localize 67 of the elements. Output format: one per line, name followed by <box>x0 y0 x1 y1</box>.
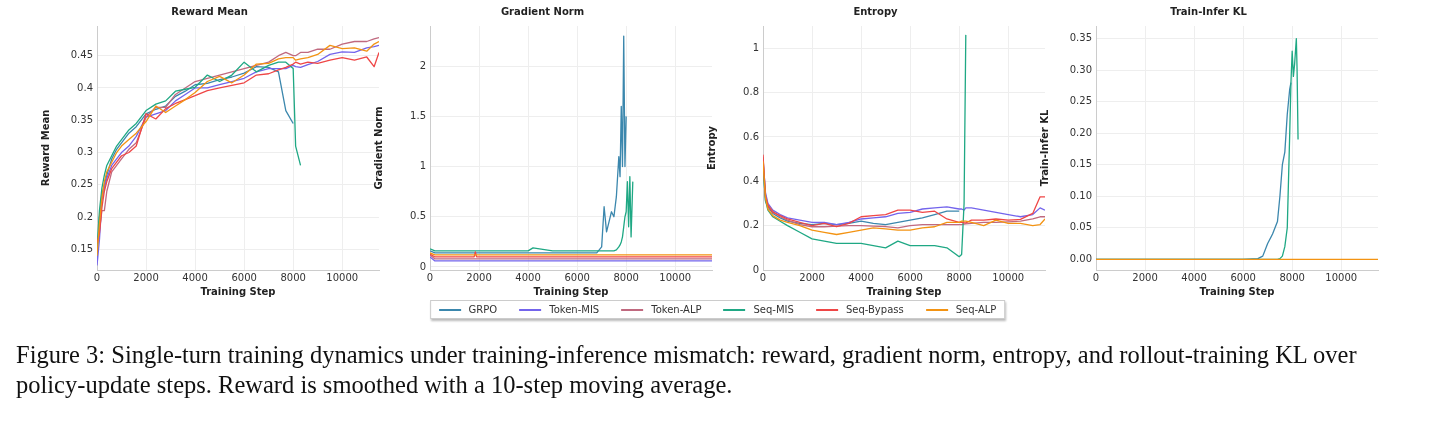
y-tick-label: 0.25 <box>1069 95 1092 107</box>
y-tick-label: 1.5 <box>410 109 426 121</box>
x-tick-label: 8000 <box>946 271 972 283</box>
y-tick-label: 0.35 <box>70 113 93 125</box>
y-tick-label: 0 <box>752 263 759 275</box>
x-tick-label: 0 <box>93 271 101 283</box>
x-tick-label: 6000 <box>897 271 923 283</box>
x-tick-label: 4000 <box>182 271 208 283</box>
y-tick-label: 0.4 <box>77 81 93 93</box>
y-tick-label: 0.15 <box>1069 158 1092 170</box>
y-tick-label: 0.20 <box>1069 126 1092 138</box>
y-tick-label: 0 <box>419 260 426 272</box>
x-tick-label: 10000 <box>1325 271 1358 283</box>
y-tick-label: 0.3 <box>77 146 93 158</box>
x-axis-title: Training Step <box>533 285 609 297</box>
chart-title: Reward Mean <box>171 5 248 17</box>
legend-label: Token-ALP <box>651 304 702 315</box>
x-tick-label: 10000 <box>326 271 359 283</box>
y-tick-label: 2 <box>419 59 426 71</box>
x-tick-label: 6000 <box>1230 271 1256 283</box>
caption: Figure 3: Single-turn training dynamics under training-inference mismatch: reward, gradient norm, entropy, and rollout-training KL over policy-update steps. Reward is smoothed with a 10-step moving average. <box>16 340 1358 400</box>
y-tick-label: 0.45 <box>70 49 93 61</box>
x-tick-label: 8000 <box>1279 271 1305 283</box>
x-tick-label: 2000 <box>1132 271 1158 283</box>
x-tick-label: 4000 <box>1181 271 1207 283</box>
x-tick-label: 6000 <box>231 271 257 283</box>
x-axis-title: Training Step <box>1199 285 1275 297</box>
x-tick-label: 10000 <box>992 271 1025 283</box>
y-tick-label: 0.5 <box>410 210 426 222</box>
y-tick-label: 0.25 <box>70 178 93 190</box>
y-tick-label: 0.6 <box>743 130 759 142</box>
y-tick-label: 0.10 <box>1069 189 1092 201</box>
y-axis-title: Reward Mean <box>39 109 51 187</box>
legend-label: Token-MIS <box>549 304 600 315</box>
y-axis-title: Train-Infer KL <box>1038 109 1050 187</box>
x-tick-label: 10000 <box>659 271 692 283</box>
x-tick-label: 2000 <box>133 271 159 283</box>
x-axis-title: Training Step <box>200 285 276 297</box>
legend-label: Seq-MIS <box>753 304 794 315</box>
y-tick-label: 0.8 <box>743 86 759 98</box>
y-tick-label: 0.05 <box>1069 221 1092 233</box>
x-tick-label: 6000 <box>564 271 590 283</box>
y-tick-label: 0.15 <box>70 242 93 254</box>
x-tick-label: 2000 <box>466 271 492 283</box>
x-tick-label: 8000 <box>280 271 306 283</box>
y-axis-title: Gradient Norm <box>372 106 384 190</box>
y-tick-label: 0.30 <box>1069 63 1092 75</box>
y-tick-label: 0.2 <box>77 210 93 222</box>
y-tick-label: 0.35 <box>1069 32 1092 44</box>
x-tick-label: 4000 <box>515 271 541 283</box>
legend-label: Seq-Bypass <box>845 304 904 315</box>
x-tick-label: 2000 <box>799 271 825 283</box>
chart-title: Train-Infer KL <box>1170 5 1248 17</box>
x-tick-label: 4000 <box>848 271 874 283</box>
x-tick-label: 0 <box>1092 271 1100 283</box>
x-axis-title: Training Step <box>866 285 942 297</box>
y-tick-label: 0.2 <box>743 219 759 231</box>
x-tick-label: 8000 <box>613 271 639 283</box>
legend-label: GRPO <box>468 304 498 315</box>
y-tick-label: 0.00 <box>1069 252 1092 264</box>
legend-label: Seq-ALP <box>955 304 997 315</box>
y-tick-label: 1 <box>419 160 426 172</box>
chart-title: Entropy <box>853 5 899 17</box>
y-axis-title: Entropy <box>705 125 717 171</box>
chart-title: Gradient Norm <box>500 5 585 17</box>
y-tick-label: 0.4 <box>743 174 759 186</box>
y-tick-label: 1 <box>752 41 759 53</box>
